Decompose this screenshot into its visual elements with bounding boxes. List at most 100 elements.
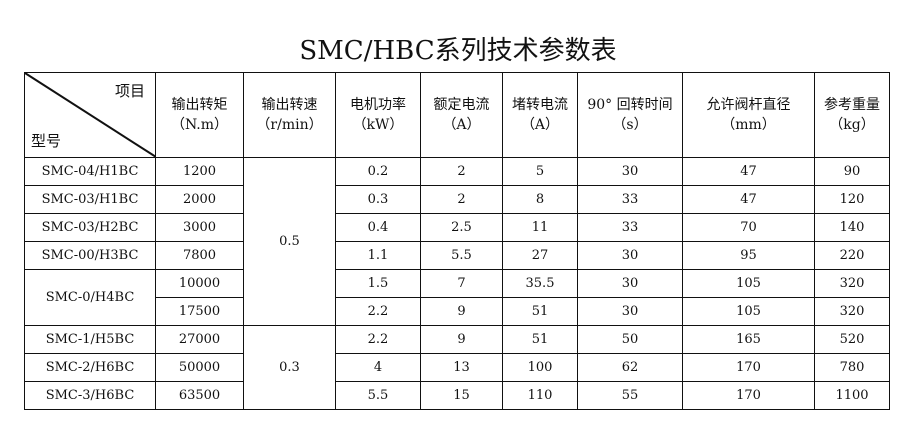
stall-current-cell: 11 [502,213,578,242]
weight-cell: 120 [814,185,890,214]
column-unit: （kg） [829,117,875,133]
power-cell: 4 [335,353,421,382]
power-cell: 2.2 [335,325,421,354]
model-cell: SMC-03/H2BC [24,213,156,242]
column-header: 参考重量 （kg） [814,72,890,158]
weight-cell: 90 [814,157,890,186]
model-cell: SMC-00/H3BC [24,241,156,270]
stall-current-cell: 51 [502,325,578,354]
table-row: 17500 2.2 9 51 30 105 320 [25,297,890,326]
torque-cell: 10000 [155,269,244,298]
column-name: 堵转电流 [512,97,568,113]
column-header: 输出转矩 （N.m） [155,72,244,158]
rated-current-cell: 2.5 [420,213,503,242]
column-unit: （mm） [721,117,776,133]
speed-cell: 0.5 [243,157,336,326]
rated-current-cell: 7 [420,269,503,298]
column-header: 90° 回转时间 （s） [577,72,683,158]
stem-diameter-cell: 70 [682,213,815,242]
stall-current-cell: 8 [502,185,578,214]
stall-current-cell: 27 [502,241,578,270]
rotation-time-cell: 50 [577,325,683,354]
column-name: 输出转矩 [171,97,228,113]
power-cell: 1.1 [335,241,421,270]
rated-current-cell: 2 [420,185,503,214]
table-row: SMC-04/H1BC 1200 0.5 0.2 2 5 30 47 90 [24,157,890,326]
torque-cell: 7800 [155,241,244,270]
power-cell: 5.5 [335,381,421,410]
rotation-time-cell: 33 [577,213,683,242]
weight-cell: 1100 [814,381,890,410]
rotation-time-cell: 30 [577,269,683,298]
rated-current-cell: 15 [420,381,503,410]
torque-cell: 3000 [155,213,244,242]
stall-current-cell: 35.5 [502,269,578,298]
torque-cell: 17500 [155,297,244,326]
model-cell: SMC-0/H4BC [24,269,156,326]
model-cell: SMC-1/H5BC [24,325,156,354]
column-unit: （kW） [352,117,404,133]
rotation-time-cell: 30 [577,157,683,186]
table-row: SMC-1/H5BC 27000 0.3 2.2 9 51 50 165 520 [24,325,890,410]
column-header: 堵转电流 （A） [502,72,578,158]
diagonal-line [25,73,156,157]
column-unit: （A） [520,117,560,133]
column-unit: （s） [612,117,648,133]
stall-current-cell: 51 [502,297,578,326]
power-cell: 2.2 [335,297,421,326]
torque-cell: 63500 [155,381,244,410]
weight-cell: 140 [814,213,890,242]
table-row: SMC-2/H6BC 50000 4 13 100 62 170 780 [24,353,890,382]
table-row: SMC-3/H6BC 63500 5.5 15 110 55 170 1100 [24,381,890,410]
stem-diameter-cell: 105 [682,297,815,326]
weight-cell: 320 [814,269,890,298]
power-cell: 0.3 [335,185,421,214]
rated-current-cell: 2 [420,157,503,186]
header-row: 项目 型号 输出转矩 （N.m） 输出转速 （r/min） 电机功率 （kW） 额定电流 （A… [24,72,890,158]
torque-cell: 2000 [155,185,244,214]
corner-item-label: 项目 [114,82,145,100]
power-cell: 0.2 [335,157,421,186]
column-unit: （r/min） [256,117,323,133]
column-header: 额定电流 （A） [420,72,503,158]
rated-current-cell: 13 [420,353,503,382]
stall-current-cell: 110 [502,381,578,410]
column-header: 电机功率 （kW） [335,72,421,158]
power-cell: 1.5 [335,269,421,298]
column-unit: （A） [442,117,481,133]
page-title: SMC/HBC系列技术参数表 [299,36,617,66]
stall-current-cell: 100 [502,353,578,382]
table-row: SMC-03/H1BC 2000 0.3 2 8 33 47 120 [24,185,890,214]
corner-cell: 项目 型号 [24,72,156,158]
spec-table: 项目 型号 输出转矩 （N.m） 输出转速 （r/min） 电机功率 （kW） 额定电流 （A… [24,72,890,410]
column-name: 参考重量 [824,97,880,113]
column-name: 电机功率 [350,97,406,113]
model-cell: SMC-3/H6BC [24,381,156,410]
rotation-time-cell: 30 [577,241,683,270]
rotation-time-cell: 33 [577,185,683,214]
column-name: 输出转速 [261,97,318,113]
stem-diameter-cell: 95 [682,241,815,270]
column-name: 90° 回转时间 [587,97,673,113]
stem-diameter-cell: 165 [682,325,815,354]
weight-cell: 220 [814,241,890,270]
stem-diameter-cell: 105 [682,269,815,298]
corner-model-label: 型号 [31,132,62,150]
speed-cell: 0.3 [243,325,336,410]
torque-cell: 27000 [155,325,244,354]
table-row: SMC-0/H4BC 10000 1.5 7 35.5 30 105 320 [24,269,890,326]
stem-diameter-cell: 47 [682,157,815,186]
weight-cell: 320 [814,297,890,326]
rotation-time-cell: 62 [577,353,683,382]
model-cell: SMC-04/H1BC [24,157,156,186]
rotation-time-cell: 30 [577,297,683,326]
weight-cell: 520 [814,325,890,354]
table-row: SMC-03/H2BC 3000 0.4 2.5 11 33 70 140 [24,213,890,242]
column-unit: （N.m） [170,117,229,133]
torque-cell: 50000 [155,353,244,382]
rotation-time-cell: 55 [577,381,683,410]
column-name: 额定电流 [433,97,490,113]
stem-diameter-cell: 170 [682,381,815,410]
torque-cell: 1200 [155,157,244,186]
stem-diameter-cell: 47 [682,185,815,214]
